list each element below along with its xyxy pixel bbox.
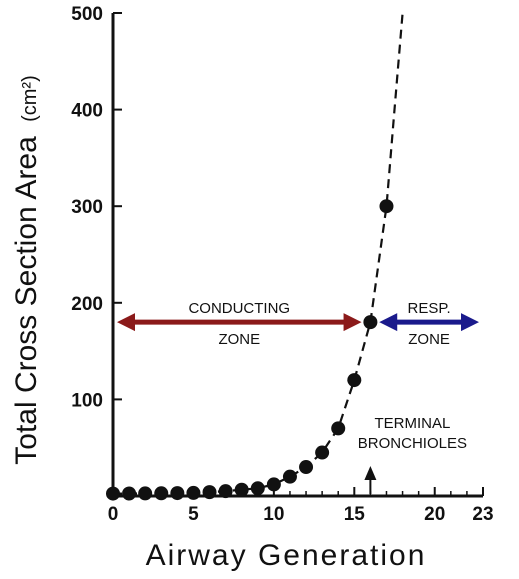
data-point [122,486,137,501]
data-point [170,486,185,501]
conducting-zone-arrow-head-left [117,313,135,332]
x-axis-title: Airway Generation [146,539,427,572]
data-point [363,315,378,330]
conducting-zone-arrow-label-line2: ZONE [218,331,260,348]
x-tick-label: 23 [472,504,493,525]
data-point [106,486,120,501]
data-point [315,445,330,460]
y-axis-title-text: Total Cross Section Area [10,136,43,465]
data-point [379,199,394,214]
data-point [250,481,265,496]
y-axis-title-group: Total Cross Section Area (cm²) [10,75,43,464]
y-axis-title-unit: (cm²) [19,75,41,122]
data-point [218,484,233,499]
data-point [202,485,217,500]
y-axis-title: Total Cross Section Area (cm²) [10,75,43,464]
terminal-bronchioles-label-line2: BRONCHIOLES [358,435,467,452]
data-point [186,485,201,500]
data-points [106,199,394,501]
respiratory-zone-arrow-label-line1: RESP. [408,300,451,317]
x-tick-label: 0 [108,504,119,525]
x-tick-label: 10 [263,504,284,525]
x-tick-label: 20 [424,504,445,525]
conducting-zone-arrow-label-line1: CONDUCTING [188,300,290,317]
terminal-bronchioles-arrow-head [364,466,377,480]
x-tick-label: 15 [344,504,366,525]
terminal-bronchioles-label-line1: TERMINAL [374,415,450,432]
data-point [138,486,153,501]
data-point [299,460,314,475]
data-point [266,477,281,492]
trend-curve [112,12,404,495]
data-point [154,486,169,501]
data-point [331,421,346,436]
y-tick-label: 200 [71,294,103,315]
respiratory-zone-arrow-head-left [379,313,398,332]
y-tick-label: 400 [71,101,103,122]
zone-annotations: CONDUCTING ZONE RESP. ZONE TERMINAL BRONCHIOL… [117,300,479,494]
data-point [347,373,362,388]
y-tick-label: 300 [71,197,103,218]
respiratory-zone-arrow-head-right [461,313,479,332]
x-tick-label: 5 [188,504,199,525]
y-tick-label: 100 [71,390,103,411]
data-point [282,469,297,484]
respiratory-zone-arrow-label-line2: ZONE [408,331,450,348]
dashed-trend-line [112,12,404,495]
y-tick-label: 500 [71,4,103,25]
conducting-zone-arrow-head-right [343,313,362,332]
data-point [234,482,249,497]
